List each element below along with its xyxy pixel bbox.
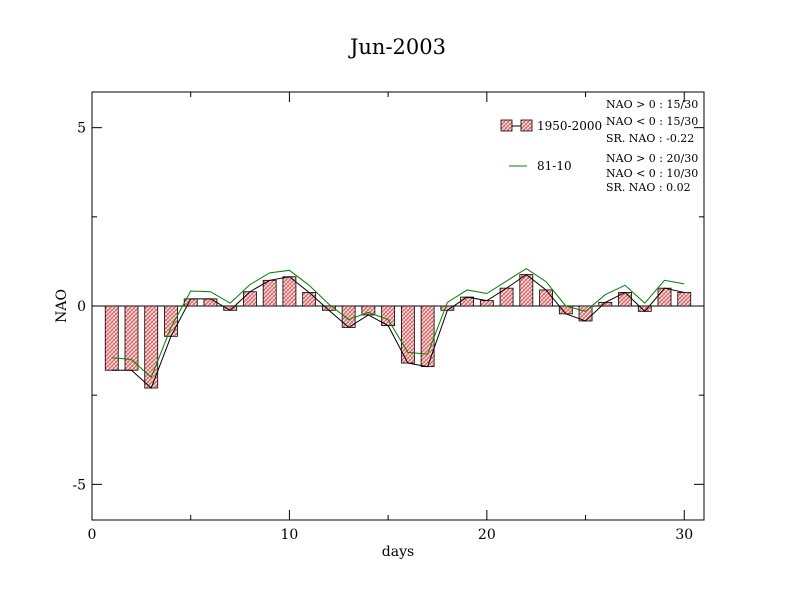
x-tick-label: 20 xyxy=(478,527,496,543)
stat-nao-positive-1: NAO > 0 : 15/30 xyxy=(606,98,698,111)
bar-day-4 xyxy=(164,305,178,337)
bar-day-29 xyxy=(657,287,672,307)
stat-nao-negative-2: NAO < 0 : 10/30 xyxy=(606,167,698,180)
bar-series-line xyxy=(111,273,685,389)
stats-block-81-10: NAO > 0 : 20/30 NAO < 0 : 10/30 SR. NAO … xyxy=(606,152,698,194)
bar-series xyxy=(104,273,692,389)
bar-day-19 xyxy=(460,296,474,307)
bar-day-17 xyxy=(420,305,435,368)
legend-label-line: 81-10 xyxy=(537,159,572,173)
stats-block-1950-2000: NAO > 0 : 15/30 NAO < 0 : 15/30 SR. NAO … xyxy=(606,98,698,145)
stat-sr-nao-1: SR. NAO : -0.22 xyxy=(606,132,694,145)
x-tick-label: 0 xyxy=(88,527,97,543)
bar-day-22 xyxy=(519,274,534,307)
bar-day-30 xyxy=(677,292,692,307)
x-axis-label: days xyxy=(382,544,414,560)
bar-day-1 xyxy=(104,305,119,371)
bar-day-25 xyxy=(578,305,593,322)
y-tick-label: 5 xyxy=(77,121,86,137)
series-line-81-10 xyxy=(111,267,685,379)
legend-bar-swatch-left xyxy=(500,119,513,132)
line-series xyxy=(111,267,685,379)
legend-bar-swatch-right xyxy=(520,119,533,132)
stat-nao-positive-2: NAO > 0 : 20/30 xyxy=(606,152,698,165)
x-tick-label: 10 xyxy=(281,527,299,543)
stat-sr-nao-2: SR. NAO : 0.02 xyxy=(606,181,691,194)
legend: 1950-2000 81-10 xyxy=(500,119,602,173)
bar-day-9 xyxy=(262,279,277,307)
bar-day-23 xyxy=(539,289,553,307)
legend-label-bars: 1950-2000 xyxy=(537,119,602,133)
stat-nao-negative-1: NAO < 0 : 15/30 xyxy=(606,115,698,128)
bar-day-10 xyxy=(282,276,297,307)
bar-day-6 xyxy=(203,298,218,307)
bar-day-8 xyxy=(243,291,257,307)
y-axis-label: NAO xyxy=(54,289,70,323)
chart-title: Jun-2003 xyxy=(348,35,446,59)
bar-day-2 xyxy=(124,305,139,371)
legend-entry-bars: 1950-2000 xyxy=(500,119,602,133)
x-tick-label: 30 xyxy=(675,527,693,543)
bar-day-20 xyxy=(479,300,494,307)
y-tick-label: 0 xyxy=(77,299,86,315)
bar-day-11 xyxy=(302,292,317,307)
legend-entry-line: 81-10 xyxy=(509,159,572,173)
y-tick-label: -5 xyxy=(72,477,86,493)
